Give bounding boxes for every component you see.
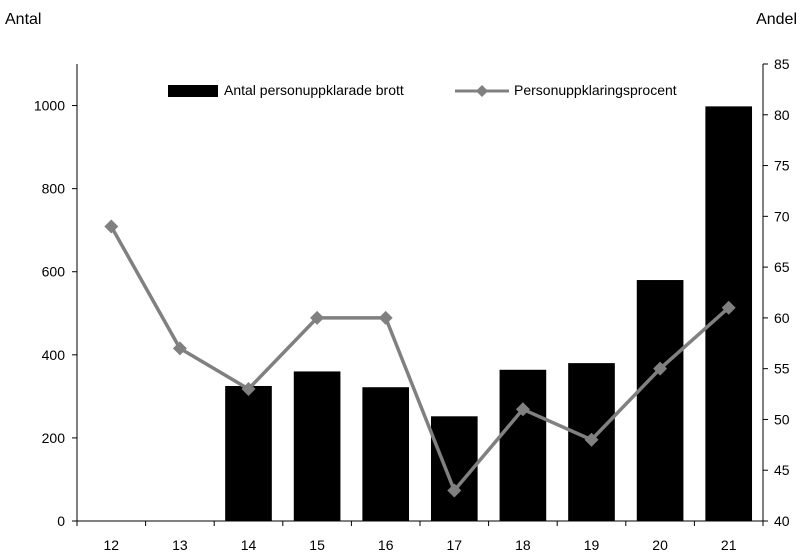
x-tick-label: 17 [447,537,463,553]
x-tick-label: 19 [584,537,600,553]
left-tick-label: 600 [42,264,66,280]
legend-line-marker [476,85,488,97]
x-tick-label: 14 [241,537,257,553]
right-tick-label: 65 [774,259,790,275]
line-point [104,219,119,234]
bar [362,387,410,521]
legend-bar-label: Antal personuppklarade brott [224,82,404,98]
left-tick-label: 1000 [34,98,65,114]
right-tick-label: 60 [774,310,790,326]
left-tick-label: 800 [42,181,66,197]
bar [225,385,272,521]
right-tick-label: 70 [774,208,790,224]
series-line [109,225,730,493]
line-point [584,432,599,447]
x-tick-label: 18 [515,537,531,553]
right-tick-label: 55 [774,361,790,377]
line-point [515,402,530,417]
left-axis-title: Antal [5,11,41,28]
left-tick-label: 200 [42,430,66,446]
x-tick-label: 16 [378,537,394,553]
line-point [241,381,256,396]
left-tick-label: 400 [42,347,66,363]
right-tick-label: 75 [774,158,790,174]
line-point [172,341,187,356]
left-tick-label: 0 [57,513,65,529]
right-tick-label: 85 [774,56,790,72]
bar [430,416,478,521]
right-tick-label: 40 [774,513,790,529]
bar [636,280,684,521]
line-point [378,310,393,325]
x-tick-label: 21 [721,537,737,553]
legend-line-label: Personuppklaringsprocent [514,82,677,98]
x-tick-label: 12 [104,537,120,553]
line-point [310,310,325,325]
legend: Antal personuppklarade brott Personuppkl… [168,82,677,98]
legend-bar-swatch [168,85,218,97]
right-axis-title: Andel [756,11,797,28]
right-tick-label: 80 [774,107,790,123]
line-point [721,300,736,315]
bar [499,369,547,521]
bar [293,371,341,521]
right-tick-label: 50 [774,411,790,427]
line-point [447,483,462,498]
line-point [653,361,668,376]
x-tick-label: 15 [309,537,325,553]
plot-area: 0 200 400 600 800 1000 40 45 50 55 60 65 70 75 80 85 12 1… [34,56,790,553]
x-tick-label: 13 [172,537,188,553]
right-tick-label: 45 [774,462,790,478]
x-tick-label: 20 [652,537,668,553]
